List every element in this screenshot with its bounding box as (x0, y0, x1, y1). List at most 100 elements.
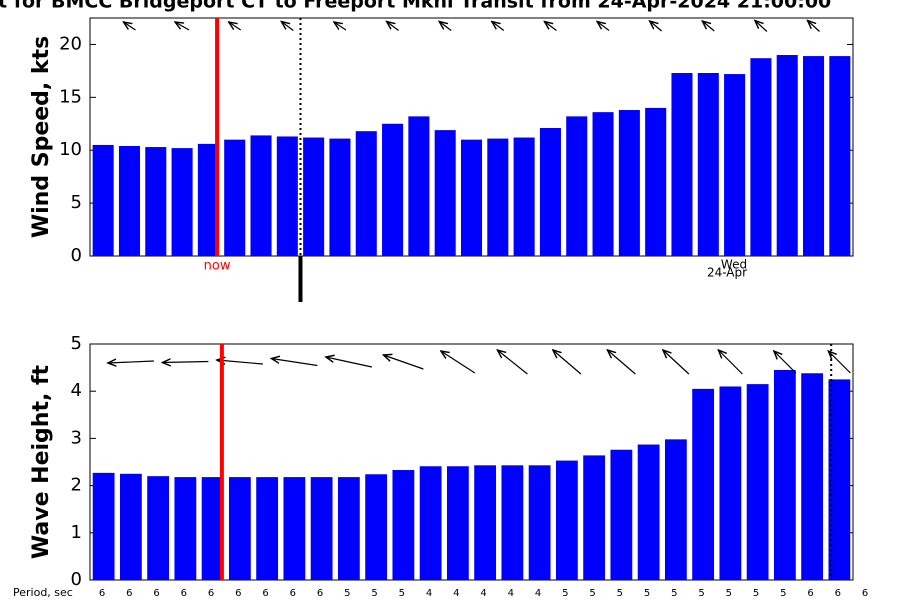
bar (474, 465, 497, 580)
bar (501, 465, 524, 580)
bar (174, 477, 197, 580)
period-label: 5 (753, 588, 759, 599)
y-axis-label: Wind Speed, kts (29, 36, 54, 238)
bar (750, 58, 772, 256)
direction-arrow (123, 22, 136, 31)
bar (724, 74, 746, 256)
bar (828, 379, 851, 580)
period-title: Period, sec (13, 586, 73, 599)
direction-arrow (217, 360, 263, 364)
direction-arrow (162, 362, 209, 363)
y-tick-label: 4 (71, 380, 82, 401)
direction-arrow (702, 21, 715, 32)
period-label: 4 (508, 588, 514, 599)
bar (119, 473, 142, 580)
bar (201, 477, 224, 580)
bar (434, 130, 456, 256)
direction-arrow (492, 22, 505, 31)
bar (803, 56, 825, 256)
period-label: 5 (399, 588, 405, 599)
bar (392, 470, 415, 580)
plot-frame (89, 343, 854, 581)
direction-arrow (108, 361, 154, 363)
direction-arrow (774, 351, 797, 374)
bar (329, 138, 351, 256)
bar (460, 139, 483, 256)
period-label: 5 (726, 588, 732, 599)
bar (539, 128, 561, 256)
bar (446, 466, 469, 580)
y-tick-label: 5 (71, 333, 82, 354)
bar (92, 472, 115, 580)
direction-arrow (326, 357, 373, 368)
bar (250, 135, 272, 256)
y-tick-label: 5 (71, 192, 82, 213)
bar (637, 444, 660, 580)
y-tick-label: 15 (59, 86, 82, 107)
bar (118, 145, 140, 256)
bar (92, 144, 114, 256)
period-label: 5 (589, 588, 595, 599)
direction-arrow (553, 350, 582, 375)
bar (528, 465, 551, 580)
period-label: 4 (426, 588, 432, 599)
bar (276, 136, 298, 256)
direction-arrow (650, 21, 663, 32)
period-label: 6 (208, 588, 214, 599)
chart-title: t for BMCC Bridgeport CT to Freeport Mkh… (0, 0, 831, 13)
period-label: 6 (835, 588, 841, 599)
y-tick-label: 0 (71, 245, 82, 266)
bar (719, 386, 742, 580)
period-label: 6 (317, 588, 323, 599)
direction-arrow (229, 22, 242, 31)
direction-arrow (271, 359, 318, 367)
now-label: now (204, 259, 231, 274)
bar (283, 477, 306, 580)
direction-arrow (441, 351, 476, 374)
bar (618, 110, 640, 256)
direction-arrow (334, 22, 347, 31)
period-label: 5 (671, 588, 677, 599)
bar (583, 455, 606, 580)
y-tick-label: 20 (59, 33, 82, 54)
date-label: 24-Apr (707, 266, 747, 280)
direction-arrow (175, 22, 190, 31)
bar (664, 439, 687, 580)
bar (513, 137, 535, 256)
bar (419, 466, 442, 580)
period-label: 6 (235, 588, 241, 599)
y-tick-label: 2 (71, 475, 82, 496)
day-label: Wed (721, 258, 747, 272)
y-tick-label: 1 (71, 522, 82, 543)
direction-arrow (597, 22, 610, 31)
period-label: 6 (807, 588, 813, 599)
period-label: 5 (371, 588, 377, 599)
bar (310, 477, 333, 580)
bar (256, 477, 279, 580)
period-label: 5 (562, 588, 568, 599)
period-label: 6 (153, 588, 159, 599)
direction-arrow (544, 22, 557, 31)
direction-arrow (607, 350, 636, 375)
bar (408, 116, 430, 256)
y-axis-label: Wave Height, ft (29, 364, 54, 559)
period-label: 5 (644, 588, 650, 599)
period-label: 6 (99, 588, 105, 599)
bar (592, 112, 614, 257)
bar (228, 477, 251, 580)
period-label: 5 (344, 588, 350, 599)
period-label: 6 (262, 588, 268, 599)
period-label: 4 (535, 588, 541, 599)
bar (697, 73, 719, 256)
period-label: 4 (480, 588, 486, 599)
direction-arrow (663, 350, 690, 375)
bar (645, 107, 667, 257)
bar (671, 73, 693, 256)
y-tick-label: 0 (71, 569, 82, 590)
bar (776, 55, 798, 257)
period-label: 5 (617, 588, 623, 599)
direction-arrow (808, 21, 820, 32)
bar (224, 139, 246, 256)
